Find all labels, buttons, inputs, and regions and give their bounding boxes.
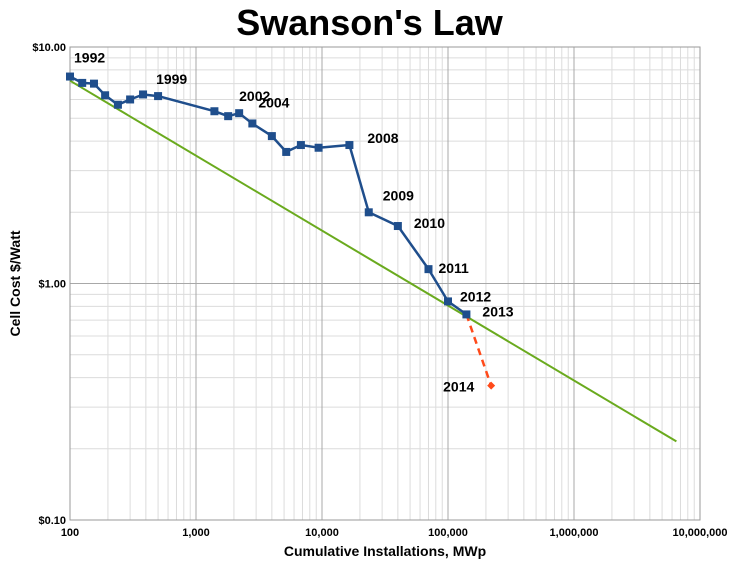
x-tick-label: 1,000,000 (550, 527, 599, 539)
series-layer (66, 72, 677, 443)
x-tick-label: 10,000,000 (672, 527, 727, 539)
data-point (282, 147, 291, 156)
data-point (235, 109, 244, 118)
year-label: 2010 (414, 215, 445, 231)
data-point (444, 297, 452, 306)
y-tick-label: $1.00 (38, 279, 66, 291)
data-point (248, 119, 257, 128)
year-label: 2014 (443, 379, 474, 395)
x-tick-label: 100 (61, 527, 79, 539)
year-label: 2008 (367, 130, 398, 146)
y-tick-labels: $10.00 $1.00 $0.10 (32, 42, 66, 527)
year-label: 1992 (74, 50, 105, 66)
data-point (78, 78, 87, 87)
data-point (314, 143, 323, 152)
year-label: 2012 (460, 288, 491, 304)
data-point (210, 107, 219, 116)
data-point (393, 222, 402, 231)
chart-title: Swanson's Law (236, 2, 503, 43)
year-label: 2009 (383, 187, 414, 203)
year-label: 1999 (156, 71, 187, 87)
data-point (267, 132, 276, 141)
data-point (424, 265, 433, 274)
data-point (66, 72, 74, 81)
data-point (101, 91, 110, 100)
series-line (69, 79, 677, 443)
year-label: 2011 (438, 260, 469, 276)
data-point (113, 100, 122, 109)
series-line (465, 313, 493, 387)
data-point (154, 92, 163, 101)
data-point (462, 310, 471, 319)
data-point (126, 95, 135, 104)
year-label: 2013 (482, 303, 513, 319)
plot-frame (69, 46, 701, 521)
x-tick-label: 100,000 (428, 527, 468, 539)
data-point (345, 141, 354, 150)
series-line (69, 75, 468, 316)
year-label: 2004 (258, 94, 289, 110)
data-point (89, 79, 98, 88)
year-label: 2002 (239, 88, 270, 104)
data-point (487, 381, 496, 390)
x-tick-label: 1,000 (182, 527, 210, 539)
data-point (224, 112, 233, 121)
data-point (364, 208, 373, 217)
x-tick-label: 10,000 (305, 527, 339, 539)
x-axis-label: Cumulative Installations, MWp (284, 543, 486, 559)
y-tick-label: $10.00 (32, 42, 66, 54)
y-tick-label: $0.10 (38, 515, 66, 527)
data-point (296, 141, 305, 150)
data-point (139, 90, 148, 99)
x-tick-labels: 100 1,000 10,000 100,000 1,000,000 10,000,000 (61, 527, 728, 539)
y-axis-label: Cell Cost $/Watt (7, 230, 23, 336)
